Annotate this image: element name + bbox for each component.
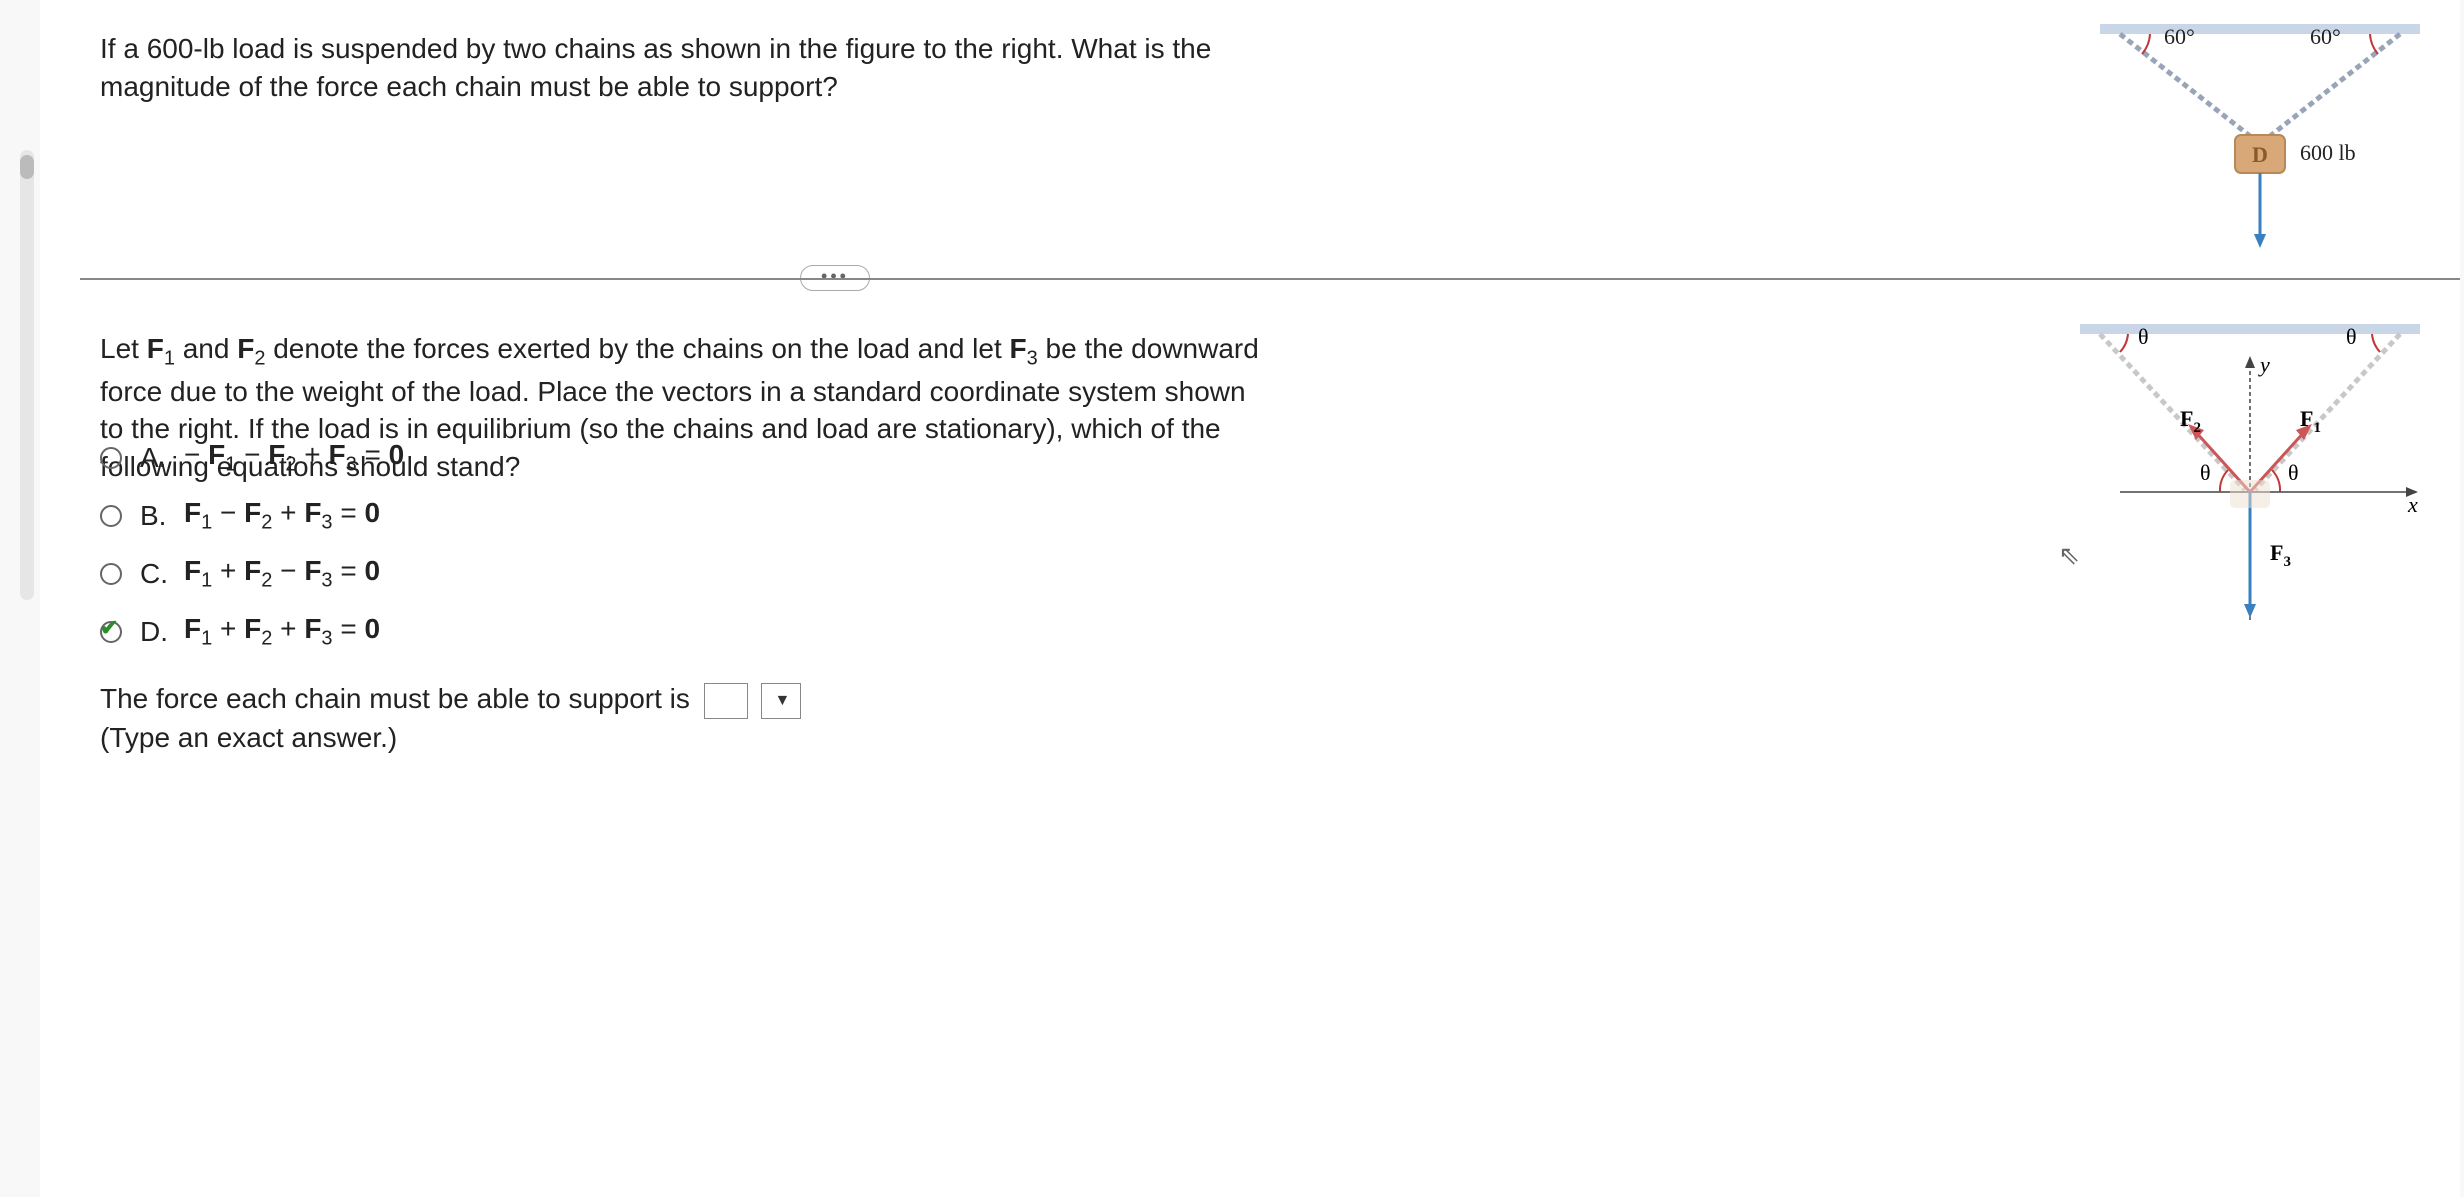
radio-a[interactable] bbox=[100, 447, 122, 469]
chain-left-faded bbox=[2100, 334, 2245, 490]
radio-b[interactable] bbox=[100, 505, 122, 527]
answer-line: The force each chain must be able to sup… bbox=[100, 680, 801, 756]
option-c-text: F1 + F2 − F3 = 0 bbox=[184, 557, 380, 591]
angle-right-label: 60° bbox=[2310, 24, 2341, 49]
problem-figure-bottom: θ θ y x θ θ F1 F2 F3 bbox=[2080, 320, 2420, 640]
answer-unit-select[interactable] bbox=[761, 683, 801, 719]
option-d[interactable]: D. F1 + F2 + F3 = 0 bbox=[100, 614, 404, 650]
ceiling-beam-2 bbox=[2080, 324, 2420, 334]
theta-or: θ bbox=[2288, 460, 2299, 485]
theta-tr: θ bbox=[2346, 324, 2357, 349]
cursor-icon: ⇖ bbox=[2058, 540, 2080, 571]
option-c-letter: C. bbox=[140, 560, 170, 588]
chain-right bbox=[2265, 34, 2400, 140]
block-label: D bbox=[2252, 142, 2268, 167]
load-label: 600 lb bbox=[2300, 140, 2356, 165]
theta-tl: θ bbox=[2138, 324, 2149, 349]
theta-ol: θ bbox=[2200, 460, 2211, 485]
chain-right-faded bbox=[2255, 334, 2400, 490]
option-d-text: F1 + F2 + F3 = 0 bbox=[184, 615, 380, 649]
option-a[interactable]: A. − F1 − F2 + F3 = 0 bbox=[100, 440, 404, 476]
y-axis-label: y bbox=[2258, 352, 2270, 377]
angle-left-label: 60° bbox=[2164, 24, 2195, 49]
answer-prompt: The force each chain must be able to sup… bbox=[100, 683, 690, 714]
x-axis-label: x bbox=[2407, 492, 2418, 517]
option-b[interactable]: B. F1 − F2 + F3 = 0 bbox=[100, 498, 404, 534]
option-a-letter: A. bbox=[140, 444, 170, 472]
option-b-letter: B. bbox=[140, 502, 170, 530]
problem-figure-top: 60° 60° D 600 lb bbox=[2100, 20, 2420, 260]
f3-label: F3 bbox=[2270, 540, 2291, 570]
answer-options: A. − F1 − F2 + F3 = 0 B. F1 − F2 + F3 = … bbox=[100, 440, 404, 672]
section-divider bbox=[80, 278, 2460, 280]
option-c[interactable]: C. F1 + F2 − F3 = 0 bbox=[100, 556, 404, 592]
radio-d[interactable] bbox=[100, 621, 122, 643]
radio-c[interactable] bbox=[100, 563, 122, 585]
scrollbar-thumb[interactable] bbox=[20, 155, 34, 179]
option-b-text: F1 − F2 + F3 = 0 bbox=[184, 499, 380, 533]
scrollbar-track bbox=[20, 150, 34, 600]
load-block-faded bbox=[2230, 480, 2270, 508]
ceiling-beam bbox=[2100, 24, 2420, 34]
option-d-letter: D. bbox=[140, 618, 170, 646]
question-text: If a 600-lb load is suspended by two cha… bbox=[100, 30, 1250, 106]
option-a-text: − F1 − F2 + F3 = 0 bbox=[184, 441, 404, 475]
answer-hint: (Type an exact answer.) bbox=[100, 722, 397, 753]
chain-left bbox=[2120, 34, 2255, 140]
answer-input[interactable] bbox=[704, 683, 748, 719]
question-page: If a 600-lb load is suspended by two cha… bbox=[40, 0, 2460, 1197]
